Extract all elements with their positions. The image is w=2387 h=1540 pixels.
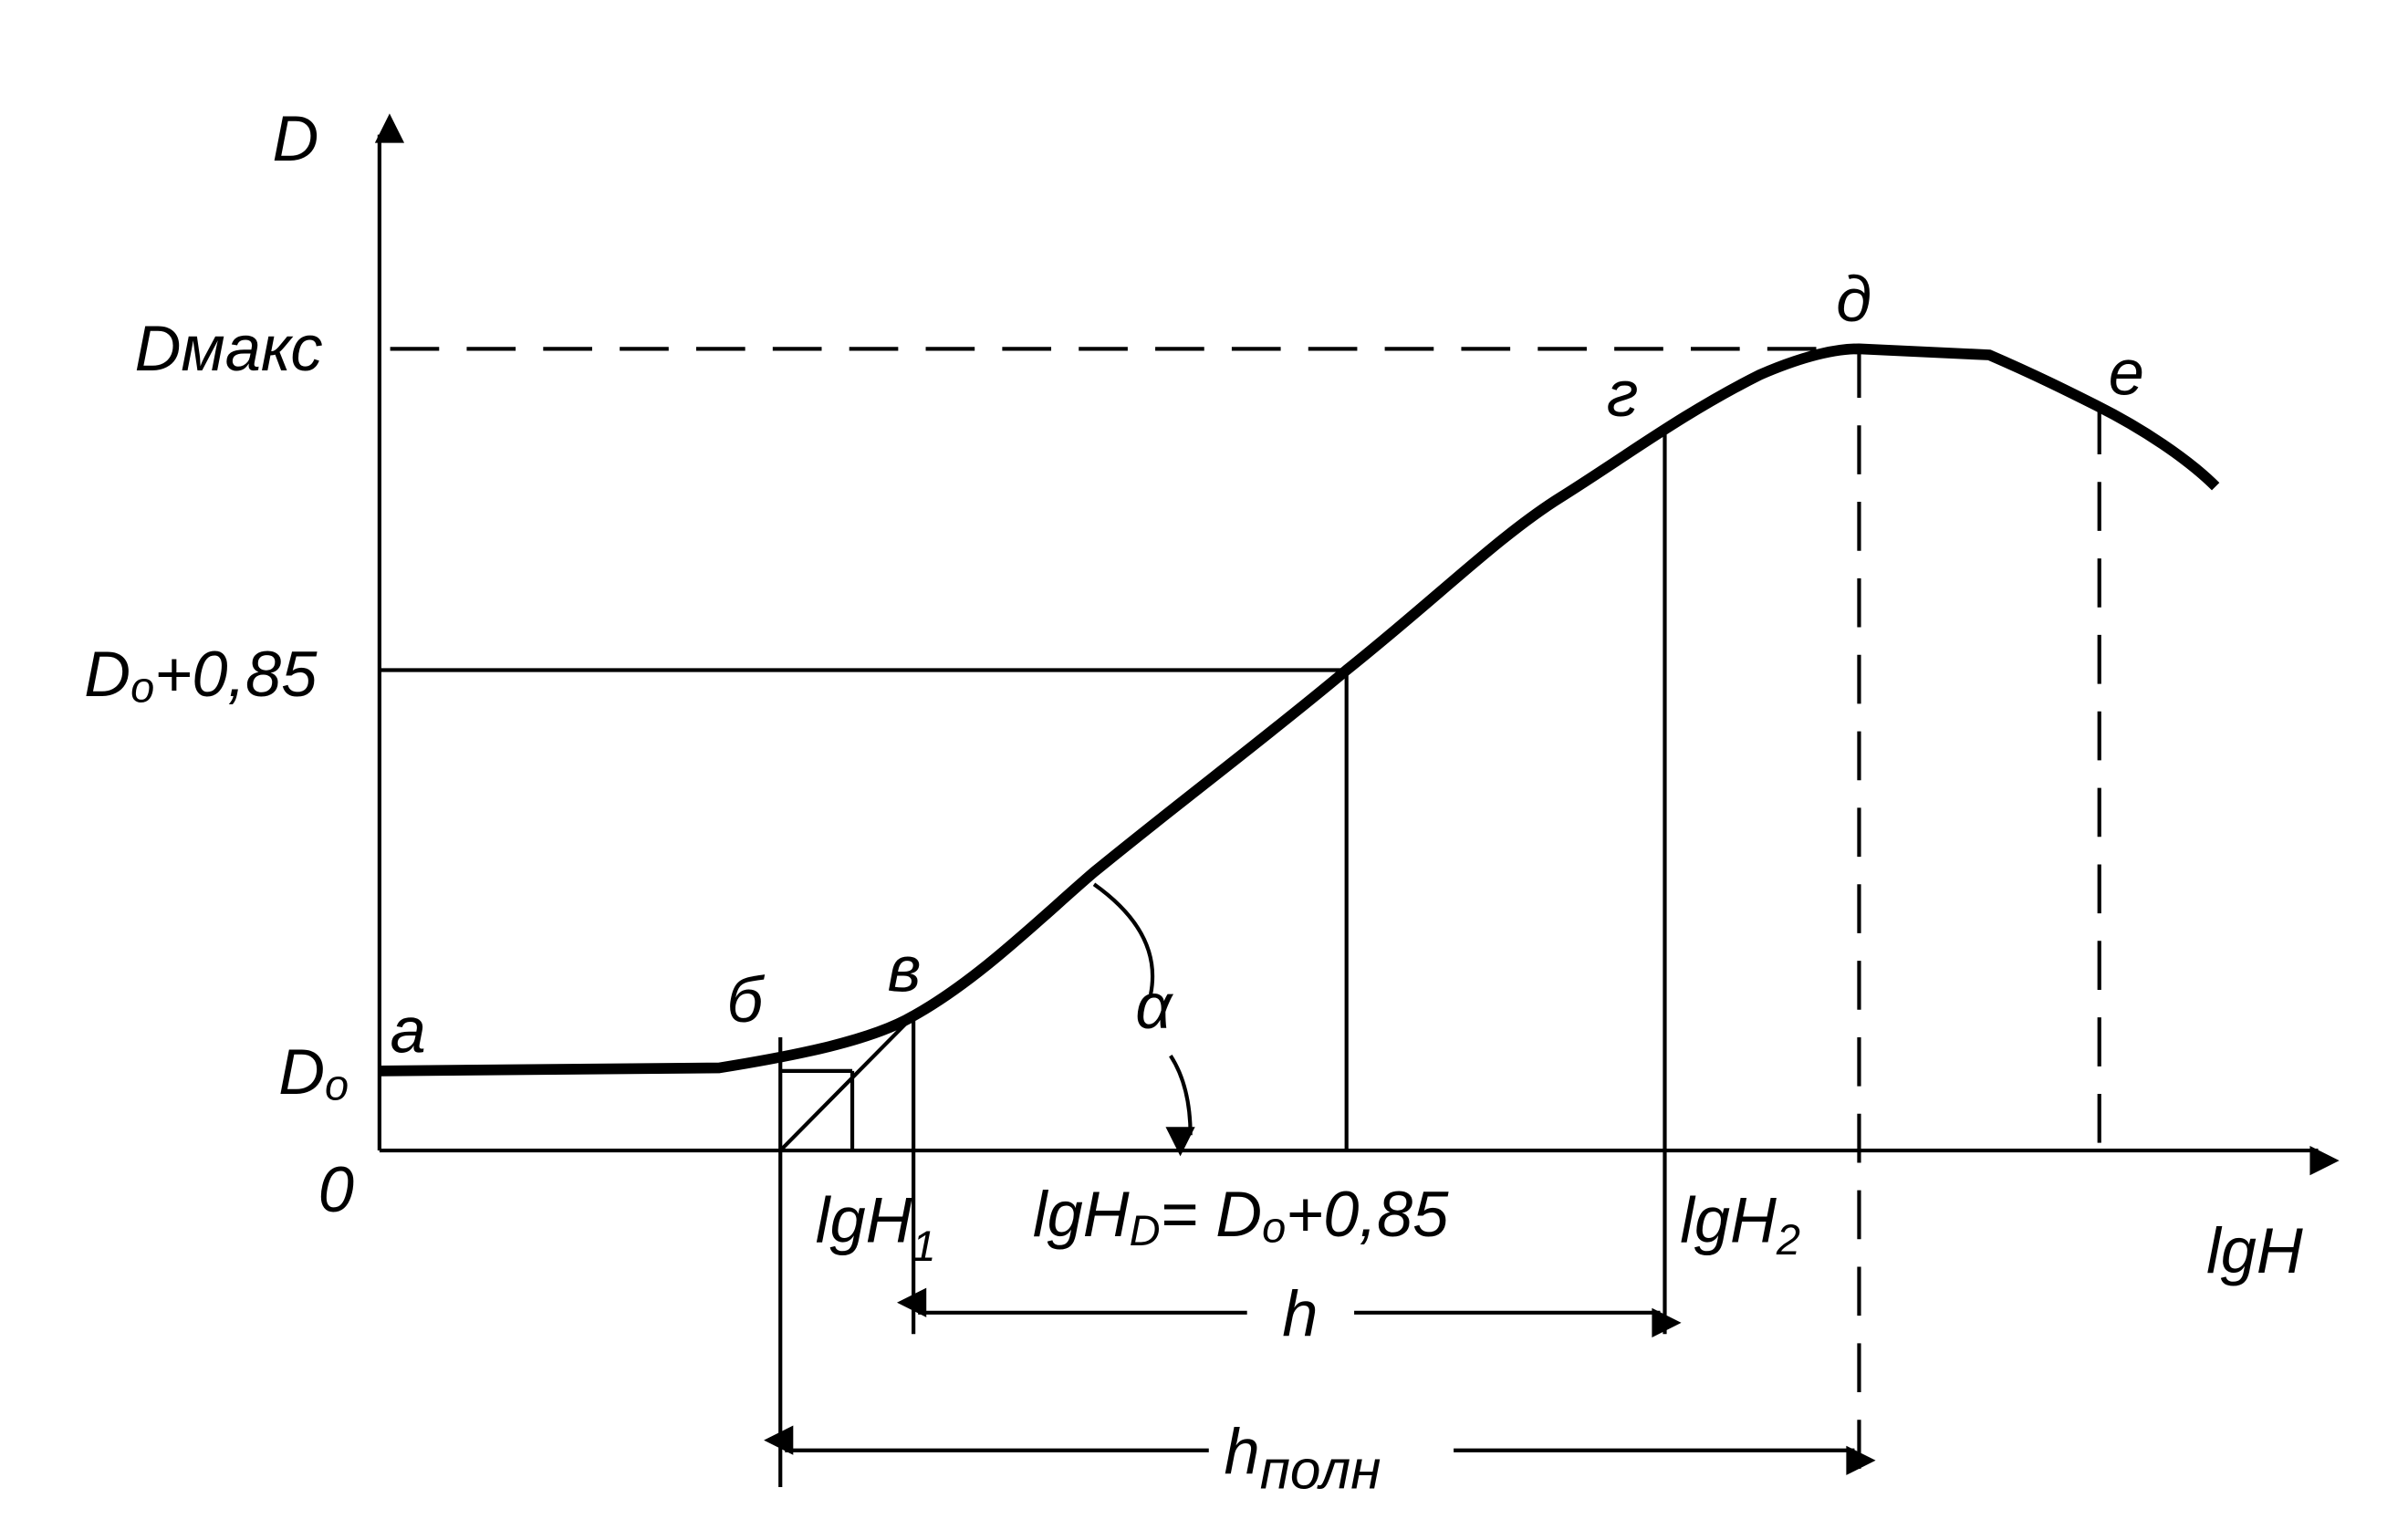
subscript: D xyxy=(1130,1206,1161,1254)
subscript: o xyxy=(325,1061,349,1109)
x-label: lgHD= Do+0,85 xyxy=(1033,1178,1449,1254)
dimension-label: hполн xyxy=(1225,1415,1381,1501)
text: +0,85 xyxy=(154,638,318,710)
point-label: г xyxy=(1607,358,1639,430)
text: lgH xyxy=(816,1184,912,1256)
label-bg xyxy=(1208,1415,1454,1493)
text: = D xyxy=(1161,1178,1263,1250)
text: h xyxy=(1225,1415,1260,1487)
x-label: lgH1 xyxy=(816,1184,936,1270)
angle-label: α xyxy=(1135,970,1173,1042)
text: lgH xyxy=(1033,1178,1130,1250)
text: lgH xyxy=(1680,1184,1777,1256)
subscript: 2 xyxy=(1776,1215,1800,1264)
label-bg xyxy=(1246,1277,1355,1348)
origin-label: 0 xyxy=(318,1153,354,1225)
point-label: е xyxy=(2109,337,2144,409)
characteristic-curve xyxy=(379,343,2220,1077)
diagonal xyxy=(778,1015,915,1152)
text: +0,85 xyxy=(1286,1178,1449,1250)
point-label: б xyxy=(727,963,766,1035)
d085-label: Do+0,85 xyxy=(84,638,318,712)
dmax-label: Dмакс xyxy=(135,312,323,384)
d0-label: Do xyxy=(278,1035,349,1109)
text: D xyxy=(84,638,130,710)
angle-arrow xyxy=(1165,1054,1195,1157)
subscript: полн xyxy=(1260,1439,1381,1501)
dimension-label: h xyxy=(1282,1277,1318,1349)
y-axis-label: D xyxy=(272,102,318,174)
subscript: o xyxy=(1262,1203,1286,1252)
subscript: 1 xyxy=(912,1222,935,1270)
subscript: o xyxy=(130,663,154,712)
x-axis-label: lgH xyxy=(2206,1214,2303,1286)
angle-arc xyxy=(1092,882,1155,995)
point-label: в xyxy=(888,933,922,1005)
point-label: а xyxy=(391,994,426,1067)
point-label: д xyxy=(1836,263,1871,335)
x-label: lgH2 xyxy=(1680,1184,1800,1264)
text: D xyxy=(278,1035,325,1108)
